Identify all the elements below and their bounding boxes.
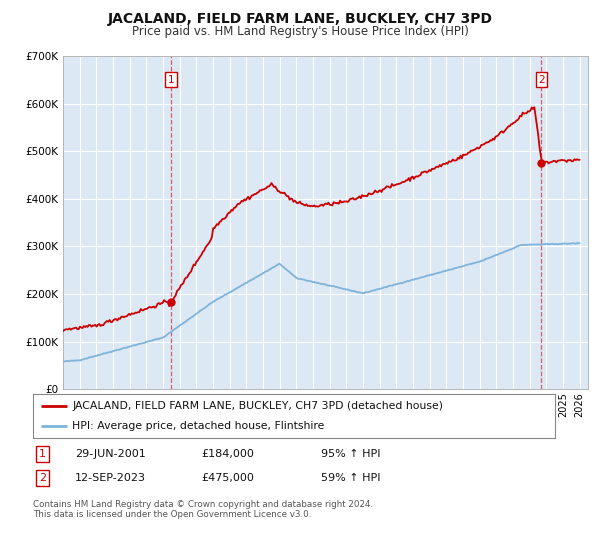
Text: 59% ↑ HPI: 59% ↑ HPI bbox=[321, 473, 380, 483]
Text: 2: 2 bbox=[39, 473, 46, 483]
Text: HPI: Average price, detached house, Flintshire: HPI: Average price, detached house, Flin… bbox=[72, 421, 325, 431]
Text: 29-JUN-2001: 29-JUN-2001 bbox=[75, 449, 146, 459]
Text: 2: 2 bbox=[538, 75, 545, 85]
Text: Contains HM Land Registry data © Crown copyright and database right 2024.
This d: Contains HM Land Registry data © Crown c… bbox=[33, 500, 373, 519]
Text: 1: 1 bbox=[39, 449, 46, 459]
Text: 12-SEP-2023: 12-SEP-2023 bbox=[75, 473, 146, 483]
Text: Price paid vs. HM Land Registry's House Price Index (HPI): Price paid vs. HM Land Registry's House … bbox=[131, 25, 469, 38]
Text: JACALAND, FIELD FARM LANE, BUCKLEY, CH7 3PD: JACALAND, FIELD FARM LANE, BUCKLEY, CH7 … bbox=[107, 12, 493, 26]
Text: 1: 1 bbox=[168, 75, 175, 85]
Text: £184,000: £184,000 bbox=[201, 449, 254, 459]
Text: 95% ↑ HPI: 95% ↑ HPI bbox=[321, 449, 380, 459]
Text: £475,000: £475,000 bbox=[201, 473, 254, 483]
Text: JACALAND, FIELD FARM LANE, BUCKLEY, CH7 3PD (detached house): JACALAND, FIELD FARM LANE, BUCKLEY, CH7 … bbox=[72, 401, 443, 411]
